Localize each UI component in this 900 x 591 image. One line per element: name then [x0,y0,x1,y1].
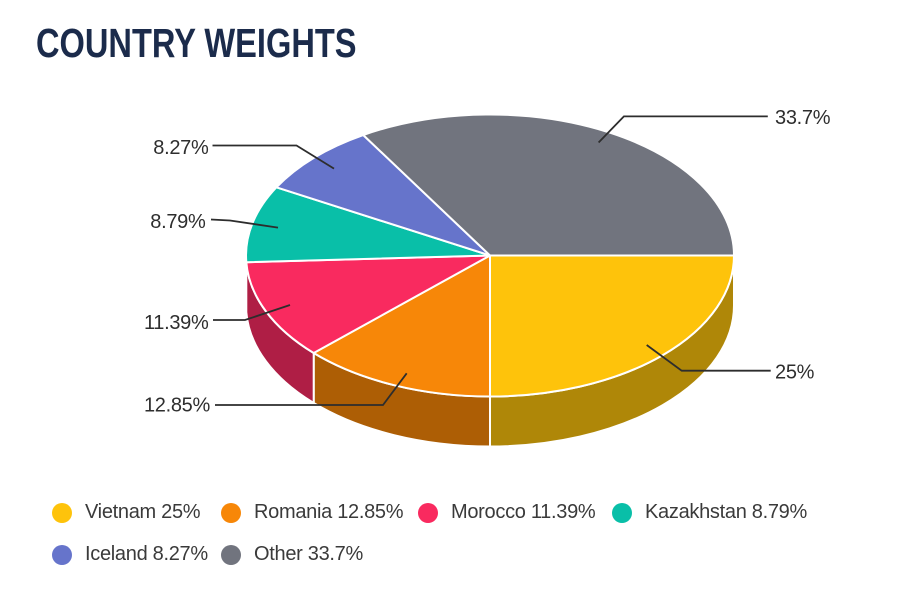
svg-text:8.27%: 8.27% [153,137,209,159]
svg-text:12.85%: 12.85% [144,395,211,417]
svg-text:8.79%: 8.79% [150,211,206,233]
svg-text:25%: 25% [775,362,815,384]
svg-text:11.39%: 11.39% [144,312,209,334]
svg-text:33.7%: 33.7% [775,107,831,129]
